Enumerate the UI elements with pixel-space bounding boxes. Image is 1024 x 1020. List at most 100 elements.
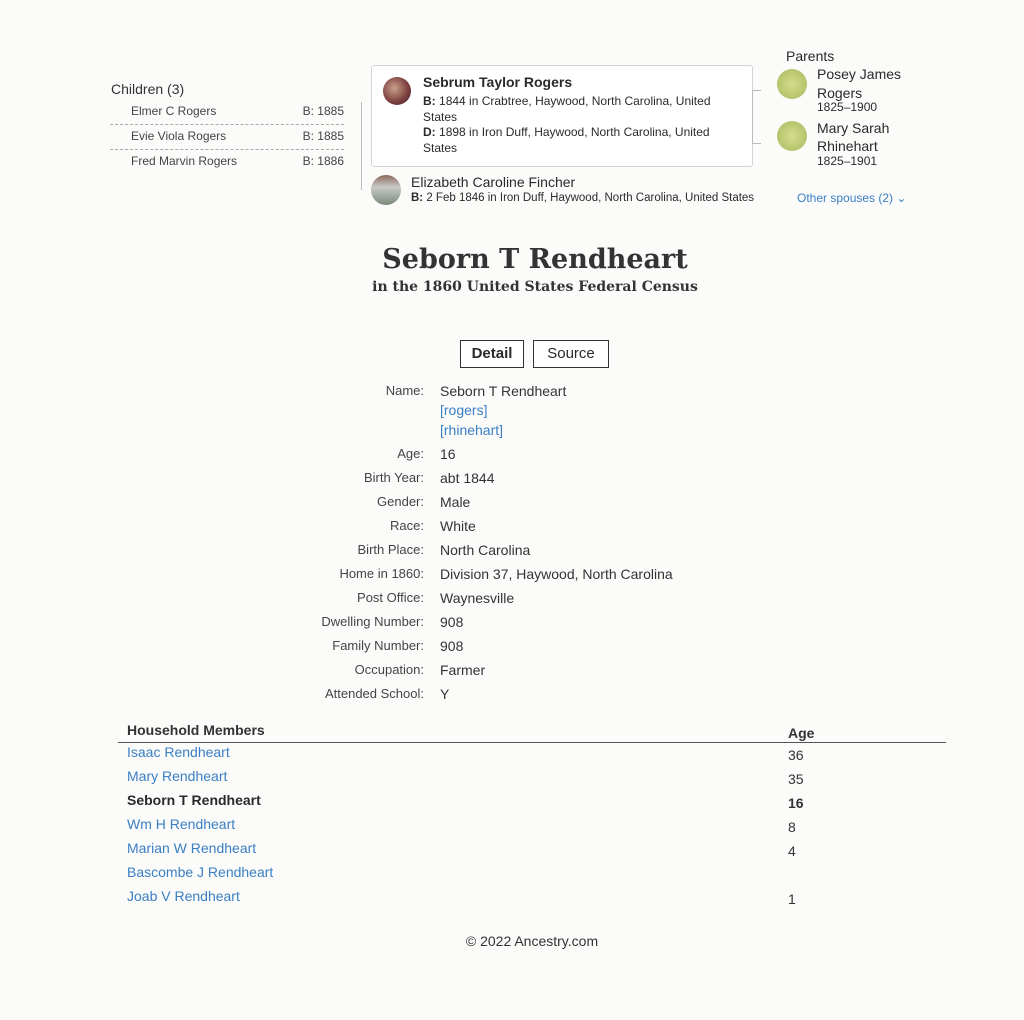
tab-source[interactable]: Source: [533, 340, 609, 368]
member-age: 35: [788, 771, 804, 787]
field-value: North Carolina: [440, 542, 531, 558]
field-value: 908: [440, 614, 464, 630]
birth-label: B:: [423, 94, 436, 108]
field-value-name: Seborn T Rendheart: [440, 383, 567, 399]
household-row: Seborn T Rendheart 16: [127, 788, 947, 812]
field-value: Division 37, Haywood, North Carolina: [440, 566, 673, 582]
tag-link-rogers[interactable]: [rogers]: [440, 402, 488, 418]
connector-line: [361, 102, 372, 190]
person-name: Sebrum Taylor Rogers: [423, 74, 573, 90]
footer-copyright: © 2022 Ancestry.com: [465, 933, 599, 949]
member-age: 36: [788, 747, 804, 763]
field-label: Race:: [390, 518, 424, 533]
detail-row: Birth Year: abt 1844: [0, 466, 1024, 490]
field-label: Home in 1860:: [339, 566, 424, 581]
spouse-photo-icon: [371, 175, 401, 205]
parents-heading: Parents: [786, 48, 835, 64]
person-birth: 1844 in Crabtree, Haywood, North Carolin…: [423, 94, 711, 124]
child-name: Elmer C Rogers: [131, 104, 217, 118]
other-spouses-link[interactable]: Other spouses (2) ⌄: [797, 191, 906, 205]
household-row: Marian W Rendheart 4: [127, 836, 947, 860]
parent-photo-icon: [777, 121, 807, 151]
detail-row: Home in 1860: Division 37, Haywood, North…: [0, 562, 1024, 586]
field-label: Family Number:: [332, 638, 424, 653]
field-label: Birth Year:: [364, 470, 424, 485]
child-item[interactable]: Fred Marvin Rogers B: 1886: [110, 149, 344, 173]
divider: [110, 149, 344, 150]
child-name: Evie Viola Rogers: [131, 129, 227, 143]
member-name: Seborn T Rendheart: [127, 792, 261, 808]
connector-line: [752, 90, 761, 144]
birth-label: B:: [411, 192, 424, 204]
tab-detail[interactable]: Detail: [460, 340, 524, 368]
detail-row: Family Number: 908: [0, 634, 1024, 658]
child-birth: B: 1886: [302, 154, 344, 168]
detail-row: Attended School: Y: [0, 682, 1024, 706]
death-label: D:: [423, 125, 436, 139]
parent-years: 1825–1900: [817, 100, 878, 114]
child-name: Fred Marvin Rogers: [131, 154, 238, 168]
child-birth: B: 1885: [302, 129, 344, 143]
member-name[interactable]: Mary Rendheart: [127, 768, 228, 784]
field-value: 908: [440, 638, 464, 654]
age-heading: Age: [788, 725, 815, 741]
divider: [110, 124, 344, 125]
detail-row: Gender: Male: [0, 490, 1024, 514]
detail-row: Age: 16: [0, 442, 1024, 466]
parent-name[interactable]: Mary Sarah Rhinehart: [817, 120, 890, 154]
parent-photo-icon: [777, 69, 807, 99]
focus-person-card[interactable]: Sebrum Taylor Rogers B: 1844 in Crabtree…: [371, 65, 753, 167]
detail-row: Race: White: [0, 514, 1024, 538]
spouse-name[interactable]: Elizabeth Caroline Fincher: [411, 174, 576, 190]
person-death: 1898 in Iron Duff, Haywood, North Caroli…: [423, 125, 710, 155]
member-age: 1: [788, 891, 796, 907]
field-value: 16: [440, 446, 456, 462]
household-heading: Household Members: [127, 722, 265, 738]
field-label: Occupation:: [354, 662, 424, 677]
field-label: Gender:: [377, 494, 424, 509]
child-item[interactable]: Elmer C Rogers B: 1885: [110, 99, 344, 123]
field-label: Attended School:: [324, 686, 424, 701]
tag-link-rhinehart[interactable]: [rhinehart]: [440, 422, 504, 438]
other-spouses-label: Other spouses (2): [797, 191, 894, 205]
spouse-birth: 2 Feb 1846 in Iron Duff, Haywood, North …: [426, 192, 755, 204]
field-label: Age:: [397, 446, 424, 461]
member-age: 4: [788, 843, 796, 859]
children-heading: Children (3): [111, 81, 185, 97]
field-value: Y: [440, 686, 450, 702]
detail-row: Occupation: Farmer: [0, 658, 1024, 682]
field-value: Farmer: [440, 662, 486, 678]
member-name[interactable]: Joab V Rendheart: [127, 888, 240, 904]
child-item[interactable]: Evie Viola Rogers B: 1885: [110, 124, 344, 148]
child-birth: B: 1885: [302, 104, 344, 118]
record-title: Seborn T Rendheart: [382, 244, 688, 275]
field-value: White: [440, 518, 476, 534]
record-subtitle: in the 1860 United States Federal Census: [372, 279, 698, 295]
household-row: Wm H Rendheart 8: [127, 812, 947, 836]
field-value: abt 1844: [440, 470, 495, 486]
field-label: Post Office:: [357, 590, 424, 605]
parent-name[interactable]: Posey James Rogers: [817, 66, 902, 101]
field-value: Male: [440, 494, 471, 510]
member-name[interactable]: Marian W Rendheart: [127, 840, 257, 856]
household-row: Joab V Rendheart 1: [127, 884, 947, 908]
person-photo-icon: [383, 77, 411, 105]
field-value: Waynesville: [440, 590, 515, 606]
chevron-down-icon: ⌄: [893, 191, 907, 205]
member-age: 8: [788, 819, 796, 835]
member-name[interactable]: Bascombe J Rendheart: [127, 864, 274, 880]
detail-row: Post Office: Waynesville: [0, 586, 1024, 610]
detail-row: Birth Place: North Carolina: [0, 538, 1024, 562]
member-name[interactable]: Wm H Rendheart: [127, 816, 236, 832]
member-age: 16: [788, 795, 804, 811]
field-label: Dwelling Number:: [321, 614, 424, 629]
parent-years: 1825–1901: [817, 154, 878, 168]
household-row: Isaac Rendheart 36: [127, 740, 947, 764]
member-name[interactable]: Isaac Rendheart: [127, 744, 230, 760]
divider: [118, 742, 946, 743]
household-row: Bascombe J Rendheart: [127, 860, 947, 884]
field-label: Birth Place:: [357, 542, 424, 557]
field-label: Name:: [385, 383, 424, 398]
detail-row: Dwelling Number: 908: [0, 610, 1024, 634]
household-row: Mary Rendheart 35: [127, 764, 947, 788]
